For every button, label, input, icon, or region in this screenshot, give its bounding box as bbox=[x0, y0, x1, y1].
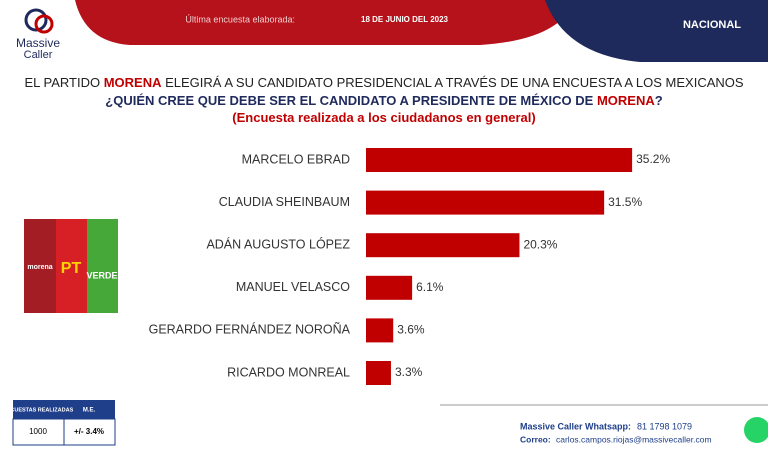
title-part: MORENA bbox=[103, 75, 162, 90]
category-label: CLAUDIA SHEINBAUM bbox=[219, 195, 350, 209]
title-part: ELEGIRÁ A SU CANDIDATO PRESIDENCIAL A TR… bbox=[165, 75, 744, 90]
whatsapp: 81 1798 1079 bbox=[637, 421, 692, 431]
chart-subtitle: ¿QUIÉN CREE QUE DEBE SER EL CANDIDATO A … bbox=[0, 93, 768, 108]
survey-date-label: Última encuesta elaborada: bbox=[185, 14, 295, 24]
email: carlos.campos.riojas@massivecaller.com bbox=[556, 434, 712, 444]
bar bbox=[366, 190, 605, 215]
value-label: 35.2% bbox=[636, 152, 670, 166]
whatsapp-label: Massive Caller Whatsapp: bbox=[520, 421, 631, 431]
header-banner bbox=[75, 0, 575, 45]
party-logo bbox=[87, 219, 118, 313]
chart-title: EL PARTIDO MORENA ELEGIRÁ A SU CANDIDATO… bbox=[0, 75, 768, 90]
brand-sub: Caller bbox=[24, 49, 53, 61]
party-logo bbox=[24, 219, 56, 313]
category-label: RICARDO MONREAL bbox=[227, 365, 350, 379]
bar bbox=[366, 361, 391, 385]
bar bbox=[366, 148, 633, 172]
category-label: ADÁN AUGUSTO LÓPEZ bbox=[206, 236, 350, 251]
value-label: 31.5% bbox=[608, 195, 642, 209]
bar bbox=[366, 318, 394, 343]
title-part: EL PARTIDO bbox=[24, 75, 101, 90]
value-label: 3.6% bbox=[397, 323, 425, 337]
value-label: 6.1% bbox=[416, 280, 444, 294]
subtitle-part: ? bbox=[654, 93, 663, 108]
survey-date: 18 DE JUNIO DEL 2023 bbox=[361, 15, 449, 24]
scope-banner bbox=[545, 0, 768, 62]
bar bbox=[366, 275, 413, 300]
party-name: PT bbox=[61, 260, 82, 277]
party-name: VERDE bbox=[86, 270, 117, 280]
subtitle-part: ¿QUIÉN CREE QUE DEBE SER EL CANDIDATO A … bbox=[105, 93, 594, 108]
category-label: MARCELO EBRAD bbox=[242, 152, 350, 166]
email-label: Correo: bbox=[520, 434, 551, 444]
category-label: MANUEL VELASCO bbox=[236, 280, 350, 294]
party-logo bbox=[56, 219, 87, 313]
chart-note: (Encuesta realizada a los ciudadanos en … bbox=[232, 110, 536, 125]
table-header-cell: M.E. bbox=[83, 408, 96, 414]
party-name: morena bbox=[27, 264, 52, 271]
brand: Massive bbox=[16, 36, 60, 50]
logo bbox=[24, 8, 54, 34]
table-cell: +/- 3.4% bbox=[74, 427, 104, 436]
whatsapp-icon bbox=[744, 417, 768, 443]
value-label: 3.3% bbox=[395, 365, 423, 379]
bar bbox=[366, 233, 520, 258]
subtitle-part: MORENA bbox=[596, 93, 655, 108]
table-cell: 1000 bbox=[29, 427, 47, 436]
value-label: 20.3% bbox=[523, 237, 557, 251]
category-label: GERARDO FERNÁNDEZ NOROÑA bbox=[149, 322, 351, 337]
scope: NACIONAL bbox=[683, 19, 741, 31]
table-header-cell: ENCUESTAS REALIZADAS bbox=[3, 407, 74, 413]
